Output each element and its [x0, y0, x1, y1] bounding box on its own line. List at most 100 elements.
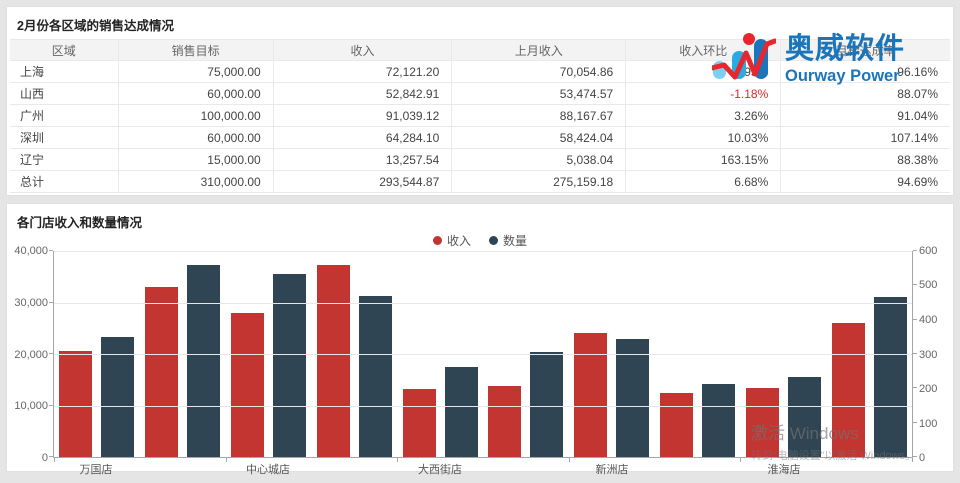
last-month-cell: 58,424.04 — [451, 126, 627, 149]
mom-cell: 3.26% — [625, 104, 782, 127]
mom-cell: 10.03% — [625, 126, 782, 149]
数量-bar[interactable] — [358, 295, 392, 457]
region-cell: 山西 — [10, 82, 119, 105]
column-header: 销售目标 — [117, 39, 274, 61]
table-row: 上海 75,000.00 72,121.20 70,054.86 2.95% 96.16% — [10, 60, 950, 83]
x-axis-label: 新洲店 — [595, 464, 629, 476]
left-axis-tick — [49, 301, 53, 303]
last-month-cell: 53,474.57 — [451, 82, 627, 105]
right-axis-tick — [913, 456, 917, 457]
logo-name-en: Ourway Power — [785, 66, 900, 85]
target-cell: 60,000.00 — [117, 126, 274, 149]
right-y-axis: 600 500 400 300 200 100 0 — [913, 245, 947, 464]
right-axis-tick — [913, 353, 917, 354]
achievement-cell: 91.04% — [780, 104, 950, 127]
left-axis-tick — [49, 456, 53, 457]
bar-group — [54, 251, 140, 457]
收入-bar[interactable] — [488, 385, 522, 457]
right-axis-tick — [913, 250, 917, 251]
plot-area — [49, 250, 917, 462]
column-header: 区域 — [10, 39, 119, 61]
table-row: 深圳 60,000.00 64,284.10 58,424.04 10.03% 107.1… — [10, 126, 950, 149]
bar-group — [826, 251, 912, 457]
revenue-cell: 64,284.10 — [272, 126, 453, 149]
收入-bar[interactable] — [659, 393, 693, 457]
target-cell: 75,000.00 — [117, 60, 274, 83]
x-axis-label: 万国店 — [79, 464, 113, 476]
revenue-cell: 72,121.20 — [272, 60, 453, 83]
left-axis-tick — [49, 353, 53, 354]
gridline — [54, 251, 912, 252]
收入-bar[interactable] — [745, 388, 779, 457]
ourway-logo: 奥威软件 Ourway Power — [712, 32, 905, 88]
数量-bar[interactable] — [701, 383, 735, 457]
收入-bar[interactable] — [230, 313, 264, 457]
store-chart-panel: 各门店收入和数量情况 收入 数量 40,000 30,000 20,000 10,000… — [6, 203, 954, 476]
x-axis-tick — [568, 458, 570, 462]
left-axis-tick — [49, 250, 53, 251]
legend-item-数量[interactable]: 数量 — [489, 232, 527, 249]
数量-bar[interactable] — [787, 377, 821, 457]
table-header-row: 区域 销售目标 收入 上月收入 收入环比 目标达成率 — [10, 39, 950, 61]
legend-dot-icon — [432, 235, 442, 245]
left-axis-tick-label: 20,000 — [14, 348, 48, 361]
收入-bar[interactable] — [59, 350, 93, 457]
revenue-cell: 293,544.87 — [272, 170, 453, 193]
x-axis-tick — [397, 458, 399, 462]
last-month-cell: 275,159.18 — [451, 170, 627, 193]
数量-bar[interactable] — [530, 351, 564, 457]
revenue-cell: 52,842.91 — [272, 82, 453, 105]
数量-bar[interactable] — [187, 264, 221, 457]
legend-dot-icon — [489, 235, 498, 245]
last-month-cell: 5,038.04 — [451, 148, 627, 171]
revenue-cell: 91,039.12 — [272, 104, 453, 127]
left-y-axis: 40,000 30,000 20,000 10,000 0 — [13, 245, 53, 464]
数量-bar[interactable] — [444, 367, 478, 457]
region-cell: 深圳 — [10, 126, 119, 149]
x-axis-label: 中心城店 — [246, 464, 290, 476]
legend-label: 数量 — [503, 233, 528, 248]
x-axis-tick — [54, 458, 55, 462]
left-axis-tick-label: 40,000 — [14, 245, 48, 257]
ourway-logo-text: 奥威软件 Ourway Power — [785, 34, 905, 85]
store-chart-title: 各门店收入和数量情况 — [17, 216, 143, 230]
bar-group — [226, 251, 312, 457]
right-axis-tick-label: 600 — [919, 245, 938, 257]
bars-layer — [54, 251, 912, 457]
right-axis-tick-label: 200 — [919, 382, 938, 395]
sales-table-panel: 2月份各区域的销售达成情况 区域 销售目标 收入 上月收入 收入环比 目标达成率 上海 75… — [6, 6, 954, 196]
收入-bar[interactable] — [831, 322, 865, 457]
数量-bar[interactable] — [873, 296, 907, 457]
right-axis-tick-label: 400 — [919, 313, 938, 326]
x-axis-label: 大西街店 — [418, 464, 462, 476]
x-axis-tick — [225, 458, 227, 462]
region-cell: 上海 — [10, 60, 119, 83]
收入-bar[interactable] — [316, 265, 350, 457]
sales-table-title: 2月份各区域的销售达成情况 — [17, 19, 174, 33]
数量-bar[interactable] — [101, 336, 135, 457]
x-axis-tick — [740, 458, 742, 462]
sales-table: 区域 销售目标 收入 上月收入 收入环比 目标达成率 上海 75,000.00 72,121.… — [10, 39, 950, 193]
target-cell: 60,000.00 — [117, 82, 274, 105]
left-axis-tick — [49, 404, 53, 406]
right-axis-tick — [913, 421, 917, 423]
right-axis-tick — [913, 318, 917, 320]
ourway-logo-icon — [712, 33, 776, 80]
left-axis-tick-label: 10,000 — [14, 400, 48, 413]
数量-bar[interactable] — [616, 338, 650, 457]
bar-group — [397, 251, 483, 457]
bar-group — [655, 251, 741, 457]
target-cell: 100,000.00 — [117, 104, 274, 127]
收入-bar[interactable] — [402, 388, 436, 457]
legend-item-收入[interactable]: 收入 — [432, 232, 471, 249]
mom-cell: 6.68% — [625, 170, 782, 193]
left-axis-tick-label: 0 — [41, 452, 48, 464]
收入-bar[interactable] — [574, 332, 608, 457]
target-cell: 15,000.00 — [117, 148, 274, 171]
chart-area: 40,000 30,000 20,000 10,000 0 600 500 400 300 20… — [13, 245, 947, 464]
left-axis-tick-label: 30,000 — [14, 296, 48, 309]
收入-bar[interactable] — [145, 286, 179, 457]
数量-bar[interactable] — [272, 274, 306, 457]
bar-group — [569, 251, 655, 457]
chart-legend: 收入 数量 — [7, 232, 953, 249]
